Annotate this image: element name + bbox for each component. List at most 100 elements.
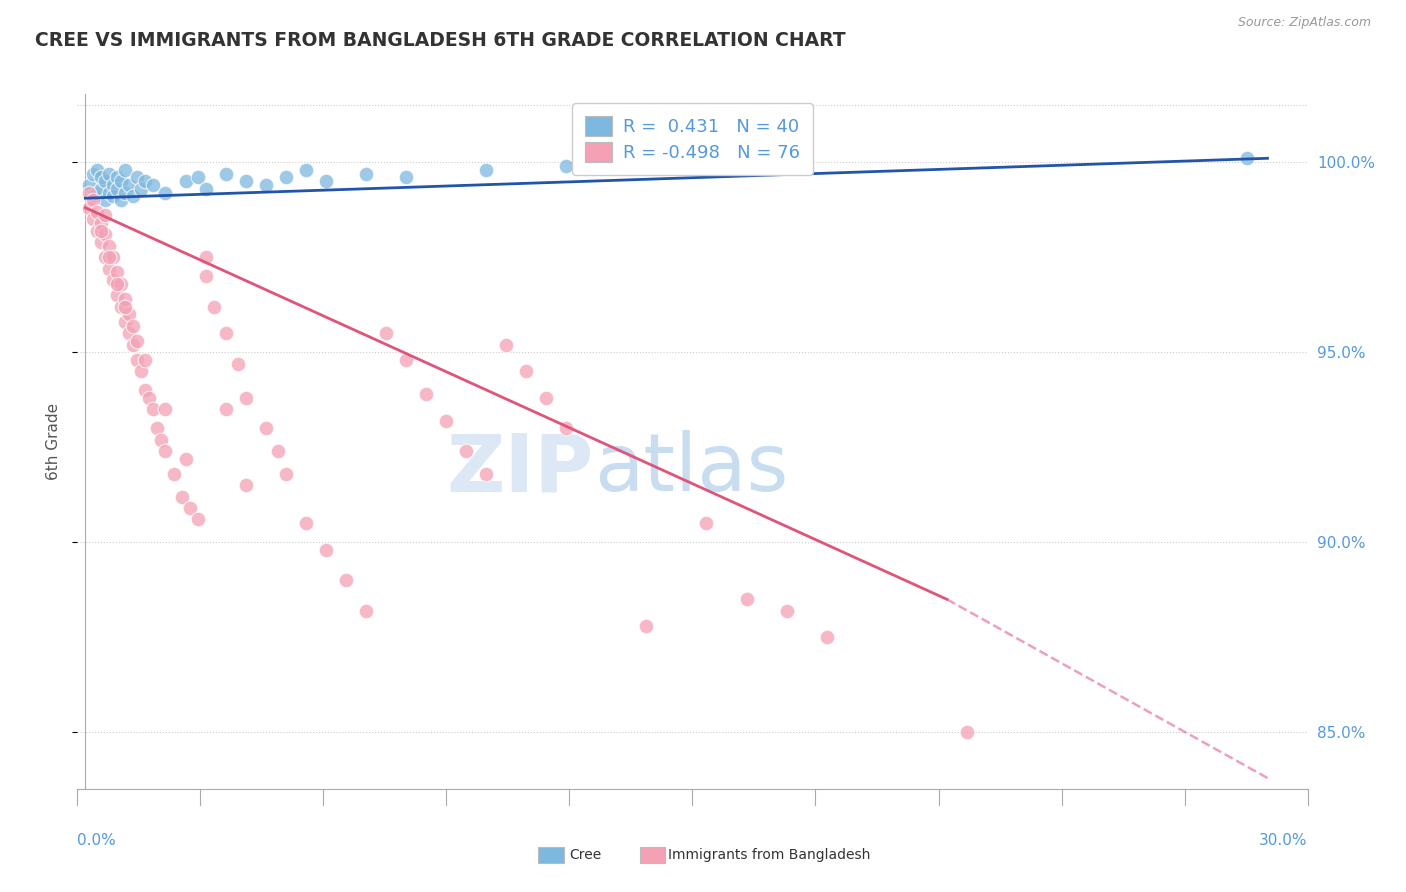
Point — [274, 467, 297, 481]
Point — [94, 208, 117, 222]
Point — [235, 174, 257, 188]
Point — [187, 512, 209, 526]
Point — [103, 189, 125, 203]
Point — [122, 337, 145, 351]
Text: CREE VS IMMIGRANTS FROM BANGLADESH 6TH GRADE CORRELATION CHART: CREE VS IMMIGRANTS FROM BANGLADESH 6TH G… — [35, 30, 846, 50]
Point — [956, 725, 979, 739]
Point — [315, 174, 337, 188]
Point — [127, 170, 149, 185]
Y-axis label: 6th Grade: 6th Grade — [45, 403, 60, 480]
Point — [86, 162, 108, 177]
Point — [214, 326, 236, 341]
Point — [274, 170, 297, 185]
Point — [94, 193, 117, 207]
Point — [155, 186, 177, 200]
Point — [98, 250, 121, 264]
Point — [131, 364, 153, 378]
Point — [142, 402, 165, 417]
Point — [82, 189, 104, 203]
Point — [515, 364, 537, 378]
Point — [90, 216, 112, 230]
Point — [103, 250, 125, 264]
Point — [179, 501, 201, 516]
Point — [174, 451, 197, 466]
Point — [127, 334, 149, 348]
Point — [122, 318, 145, 333]
Point — [134, 174, 156, 188]
Point — [194, 182, 217, 196]
Point — [107, 265, 129, 279]
Point — [555, 159, 578, 173]
Point — [495, 337, 517, 351]
Text: ZIP: ZIP — [447, 430, 595, 508]
Point — [107, 170, 129, 185]
Point — [90, 182, 112, 196]
Text: atlas: atlas — [595, 430, 789, 508]
Point — [82, 212, 104, 227]
Point — [202, 300, 225, 314]
Point — [146, 421, 169, 435]
Point — [1236, 151, 1258, 165]
Point — [110, 193, 132, 207]
Point — [86, 186, 108, 200]
Point — [150, 433, 173, 447]
Point — [98, 238, 121, 252]
Point — [90, 235, 112, 249]
Point — [107, 277, 129, 291]
Point — [395, 352, 418, 367]
Point — [103, 273, 125, 287]
Point — [118, 307, 141, 321]
Point — [79, 201, 101, 215]
Point — [315, 542, 337, 557]
Point — [214, 167, 236, 181]
Point — [454, 444, 477, 458]
Point — [254, 421, 277, 435]
Point — [98, 167, 121, 181]
Point — [118, 326, 141, 341]
Point — [86, 204, 108, 219]
Point — [98, 261, 121, 276]
Point — [434, 414, 457, 428]
Point — [294, 162, 316, 177]
Point — [82, 167, 104, 181]
Point — [107, 288, 129, 302]
Point — [94, 227, 117, 242]
Point — [174, 174, 197, 188]
Point — [90, 170, 112, 185]
Point — [131, 182, 153, 196]
Point — [162, 467, 184, 481]
Point — [395, 170, 418, 185]
Point — [374, 326, 396, 341]
Point — [114, 292, 136, 306]
Point — [114, 300, 136, 314]
Point — [254, 178, 277, 192]
Point — [138, 391, 160, 405]
Point — [170, 490, 193, 504]
Point — [415, 387, 437, 401]
Point — [134, 383, 156, 397]
Point — [110, 277, 132, 291]
Point — [735, 592, 758, 607]
Point — [267, 444, 290, 458]
Point — [107, 182, 129, 196]
Point — [475, 467, 498, 481]
Point — [94, 250, 117, 264]
Point — [194, 250, 217, 264]
Point — [79, 186, 101, 200]
Point — [155, 444, 177, 458]
Text: 30.0%: 30.0% — [1260, 833, 1308, 847]
Point — [354, 604, 377, 618]
Point — [475, 162, 498, 177]
Point — [122, 189, 145, 203]
Text: Source: ZipAtlas.com: Source: ZipAtlas.com — [1237, 16, 1371, 29]
Point — [695, 516, 717, 531]
Point — [294, 516, 316, 531]
Point — [79, 178, 101, 192]
Point — [103, 178, 125, 192]
Point — [134, 352, 156, 367]
Point — [114, 315, 136, 329]
Point — [114, 186, 136, 200]
Point — [98, 186, 121, 200]
Point — [86, 223, 108, 237]
Point — [226, 357, 249, 371]
